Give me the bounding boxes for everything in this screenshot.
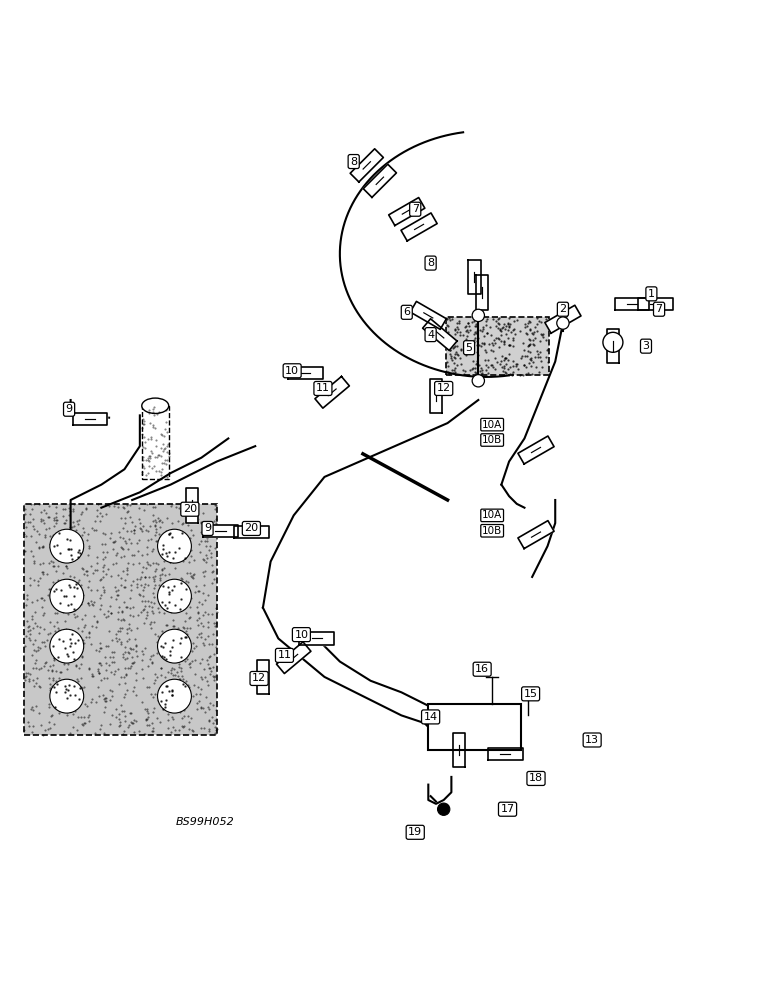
Bar xyxy=(142,406,169,479)
Text: 10B: 10B xyxy=(482,526,503,536)
Polygon shape xyxy=(545,305,581,333)
Text: 4: 4 xyxy=(427,330,434,340)
Text: 12: 12 xyxy=(437,383,451,393)
Text: 2: 2 xyxy=(560,304,567,314)
Circle shape xyxy=(472,375,485,387)
Text: 6: 6 xyxy=(403,307,410,317)
Polygon shape xyxy=(300,632,334,645)
Polygon shape xyxy=(257,660,269,694)
Text: 10B: 10B xyxy=(482,435,503,445)
Circle shape xyxy=(50,679,83,713)
Polygon shape xyxy=(234,526,269,538)
Polygon shape xyxy=(401,213,437,241)
Text: 12: 12 xyxy=(252,673,266,683)
Text: 7: 7 xyxy=(411,204,418,214)
Bar xyxy=(25,504,217,735)
Circle shape xyxy=(438,803,450,815)
Polygon shape xyxy=(276,642,311,674)
Polygon shape xyxy=(389,198,425,226)
Polygon shape xyxy=(518,521,554,549)
Polygon shape xyxy=(476,275,489,310)
Polygon shape xyxy=(488,748,523,760)
Polygon shape xyxy=(518,436,554,464)
Polygon shape xyxy=(350,149,384,182)
Text: 19: 19 xyxy=(408,827,422,837)
Text: 10A: 10A xyxy=(482,420,503,430)
Text: BS99H052: BS99H052 xyxy=(176,817,235,827)
Circle shape xyxy=(157,579,191,613)
Text: 20: 20 xyxy=(244,523,259,533)
Circle shape xyxy=(557,317,569,329)
Text: 11: 11 xyxy=(277,650,292,660)
Polygon shape xyxy=(186,488,198,523)
Text: 1: 1 xyxy=(648,289,655,299)
Text: 11: 11 xyxy=(316,383,330,393)
Circle shape xyxy=(157,679,191,713)
Text: 17: 17 xyxy=(500,804,515,814)
Circle shape xyxy=(50,629,83,663)
Ellipse shape xyxy=(142,398,169,413)
Polygon shape xyxy=(430,379,442,413)
Polygon shape xyxy=(203,525,238,537)
Text: 13: 13 xyxy=(585,735,599,745)
Polygon shape xyxy=(469,260,481,294)
Text: 9: 9 xyxy=(66,404,73,414)
Polygon shape xyxy=(453,733,466,767)
Text: 7: 7 xyxy=(655,304,662,314)
Text: 15: 15 xyxy=(523,689,537,699)
Text: 10: 10 xyxy=(294,630,308,640)
Bar xyxy=(445,317,550,375)
Polygon shape xyxy=(364,164,397,197)
Polygon shape xyxy=(638,298,672,310)
Polygon shape xyxy=(410,301,446,329)
Text: 5: 5 xyxy=(466,343,472,353)
Circle shape xyxy=(157,629,191,663)
Circle shape xyxy=(50,529,83,563)
Circle shape xyxy=(157,529,191,563)
Polygon shape xyxy=(73,413,107,425)
Polygon shape xyxy=(288,367,323,379)
Text: 9: 9 xyxy=(204,523,211,533)
Text: 18: 18 xyxy=(529,773,543,783)
Text: 10: 10 xyxy=(285,366,300,376)
Text: 16: 16 xyxy=(475,664,489,674)
Text: 20: 20 xyxy=(183,504,197,514)
Text: 8: 8 xyxy=(427,258,434,268)
Circle shape xyxy=(472,309,485,322)
Bar xyxy=(428,704,520,750)
Polygon shape xyxy=(615,298,649,310)
Text: 3: 3 xyxy=(642,341,649,351)
Text: 8: 8 xyxy=(350,157,357,167)
Polygon shape xyxy=(422,319,457,350)
Circle shape xyxy=(603,332,623,352)
Circle shape xyxy=(50,579,83,613)
Text: 14: 14 xyxy=(424,712,438,722)
Polygon shape xyxy=(315,376,350,408)
Polygon shape xyxy=(607,329,619,363)
Text: 10A: 10A xyxy=(482,510,503,520)
